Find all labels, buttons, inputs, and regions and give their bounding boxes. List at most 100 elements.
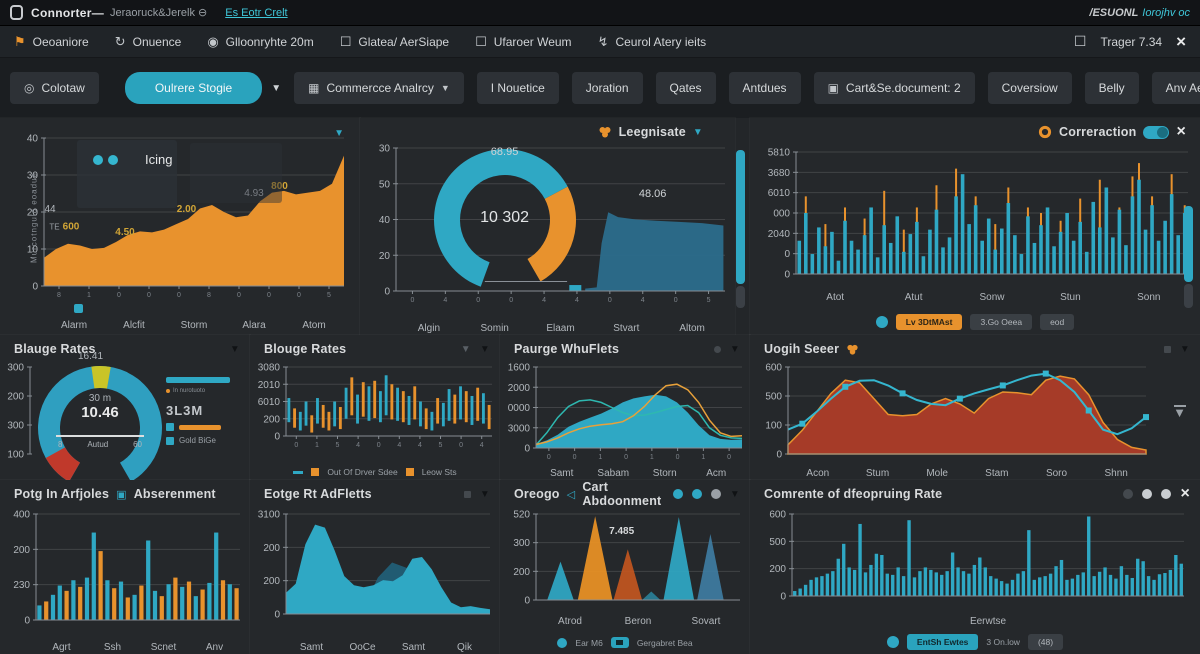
- svg-text:4: 4: [542, 297, 546, 304]
- svg-text:48.06: 48.06: [639, 188, 667, 200]
- vertical-scrollbar[interactable]: [736, 150, 745, 284]
- panel-title-b: Cart Abdoonment: [582, 480, 662, 508]
- teal-marker: [74, 304, 83, 313]
- filter-button-antdues[interactable]: Antdues: [728, 72, 801, 104]
- svg-text:4: 4: [356, 442, 360, 449]
- close-icon[interactable]: ×: [1176, 123, 1186, 140]
- chevron-down-icon[interactable]: ▼: [334, 128, 344, 139]
- menu-item-0[interactable]: ⚑ Oeoaniore: [14, 34, 89, 50]
- filter-button-anv-aegne[interactable]: Anv Aegne ▼: [1151, 72, 1200, 104]
- filter-button-colotaw[interactable]: ◎ Colotaw: [10, 72, 99, 104]
- dot-icon[interactable]: [1123, 489, 1134, 499]
- svg-text:0: 0: [147, 292, 151, 299]
- dot-icon[interactable]: [1161, 489, 1172, 499]
- correraction-bar-chart: 5810 3680 6010 000 2040 0 0 Atot Atut Sonw Stun Son…: [768, 148, 1188, 303]
- legend-badge[interactable]: EntSh Ewtes: [906, 634, 979, 650]
- filterbar: ◎ Colotaw Oulrere Stogie ▼ ▦ Commercce A…: [0, 58, 1200, 118]
- filter-button-belly[interactable]: Belly: [1084, 72, 1139, 104]
- dot-icon[interactable]: [672, 489, 683, 499]
- toggle-switch[interactable]: [1143, 125, 1170, 139]
- panel-header: Leegnisate ▼: [360, 118, 735, 142]
- svg-text:Acon: Acon: [806, 468, 829, 479]
- menu-item-2[interactable]: ◉ Glloonryhte 20m: [207, 34, 313, 50]
- filter-button-coversiow[interactable]: Coversiow: [987, 72, 1072, 104]
- legend-swatch: [166, 423, 174, 431]
- filter-button-active[interactable]: Oulrere Stogie: [124, 72, 263, 104]
- legend-text: 3.Go Oeea: [970, 314, 1033, 330]
- svg-text:Beron: Beron: [625, 616, 652, 627]
- flag-icon: ⚑: [14, 33, 26, 49]
- svg-text:Stvart: Stvart: [613, 323, 639, 334]
- filter-button-joration[interactable]: Joration: [571, 72, 643, 104]
- filter-button-qates[interactable]: Qates: [655, 72, 716, 104]
- svg-text:1: 1: [87, 292, 91, 299]
- close-icon[interactable]: ×: [1180, 485, 1190, 502]
- vertical-scrollbar-track[interactable]: [736, 286, 745, 308]
- panel-leegnisate-gauge: Leegnisate ▼ 30 50 40 20 0 0 4 0 0 4 4 0 4 0 5 Algin Som…: [360, 118, 735, 335]
- svg-text:Alara: Alara: [242, 320, 266, 331]
- chevron-down-icon[interactable]: ▼: [729, 488, 740, 500]
- dot-icon[interactable]: [691, 489, 702, 499]
- dot-icon[interactable]: [1142, 489, 1153, 499]
- edit-credit-link[interactable]: Es Eotr Crelt: [225, 6, 288, 19]
- legend-swatch: [166, 377, 230, 383]
- chevron-down-icon[interactable]: ▼: [729, 343, 740, 355]
- panel-header: Eotge Rt AdFletts ▼: [250, 480, 500, 504]
- svg-text:1600: 1600: [508, 363, 531, 374]
- legend-label: Gergabret Bea: [636, 637, 693, 648]
- menu-item-5[interactable]: ↯ Ceurol Atery ieits: [598, 34, 707, 50]
- chevron-down-icon[interactable]: ▼: [692, 126, 703, 138]
- filter-button-commerce[interactable]: ▦ Commercce Analrcy ▼: [294, 72, 464, 104]
- svg-text:Stun: Stun: [1060, 292, 1081, 303]
- legend-tag: eod: [1040, 314, 1075, 330]
- tooltip-box: [77, 140, 177, 208]
- menu-label: Glloonryhte 20m: [225, 34, 314, 49]
- menu-item-4[interactable]: ☐ Ufaroer Weum: [475, 34, 571, 50]
- svg-text:6010: 6010: [258, 397, 281, 408]
- chevron-down-icon[interactable]: ▼: [460, 343, 471, 355]
- menu-item-3[interactable]: ☐ Glatea/ AerSiape: [340, 34, 449, 50]
- vertical-scrollbar[interactable]: [1184, 206, 1193, 282]
- panel-header: Uogih Seeer ▼: [750, 335, 1200, 359]
- checkbox-icon: ☐: [475, 33, 487, 49]
- chevron-down-icon[interactable]: ▼: [479, 343, 490, 355]
- blouge-candle-chart: 3080 2010 6010 200 0 0 1 5 4 0 4 4 5 0 4: [258, 363, 492, 449]
- menu-label: Onuence: [132, 34, 182, 49]
- filter-button-cart-document[interactable]: ▣ Cart&Se.document: 2: [813, 72, 975, 104]
- window-titlebar: Connorter— Jeraoruck&Jerelk ⊖ Es Eotr Cr…: [0, 0, 1200, 26]
- menu-item-1[interactable]: ↻ Onuence: [115, 34, 182, 50]
- filter-button-noutice[interactable]: I Nouetice: [476, 72, 559, 104]
- tooltip-box-faded: [190, 143, 282, 203]
- chevron-down-icon[interactable]: ▼: [479, 488, 490, 500]
- vertical-scrollbar-track[interactable]: [1184, 284, 1193, 308]
- close-icon[interactable]: ×: [1176, 32, 1186, 51]
- checkbox-icon[interactable]: ☐: [1073, 33, 1087, 49]
- legend-badge[interactable]: Lv 3DtMAst: [895, 314, 963, 330]
- chevron-down-icon[interactable]: ▼: [229, 343, 240, 355]
- svg-text:520: 520: [513, 510, 530, 521]
- legend-value: 3L3M: [166, 403, 204, 418]
- clover-icon: [847, 344, 858, 355]
- svg-text:Shnn: Shnn: [1104, 468, 1127, 479]
- panel-header: Potg In Arfjoles ▣ Abserenment: [0, 480, 250, 504]
- chevron-down-icon[interactable]: ▼: [271, 82, 282, 94]
- blauge-gauge-chart: 300 200 300 100: [7, 363, 162, 480]
- svg-text:200: 200: [263, 414, 280, 425]
- svg-text:40: 40: [379, 215, 391, 226]
- svg-text:20: 20: [379, 251, 391, 262]
- panel-title-a: Potg In Arfjoles: [14, 487, 110, 501]
- dot-icon[interactable]: [710, 489, 721, 499]
- chevron-down-icon[interactable]: ▼: [1179, 343, 1190, 355]
- svg-text:Mole: Mole: [926, 468, 948, 479]
- menu-label: Glatea/ AerSiape: [358, 34, 450, 49]
- svg-text:5810: 5810: [768, 148, 791, 159]
- chart-legend: Ear M6 Gergabret Bea: [500, 637, 750, 648]
- filter-icon[interactable]: ▼: [1173, 405, 1186, 420]
- svg-text:10 302: 10 302: [480, 209, 529, 226]
- svg-text:2.00: 2.00: [177, 204, 197, 215]
- chart-legend: Lv 3DtMAst 3.Go Oeea eod: [750, 314, 1200, 330]
- svg-text:0: 0: [384, 287, 390, 298]
- legend-tag: (48): [1027, 634, 1064, 650]
